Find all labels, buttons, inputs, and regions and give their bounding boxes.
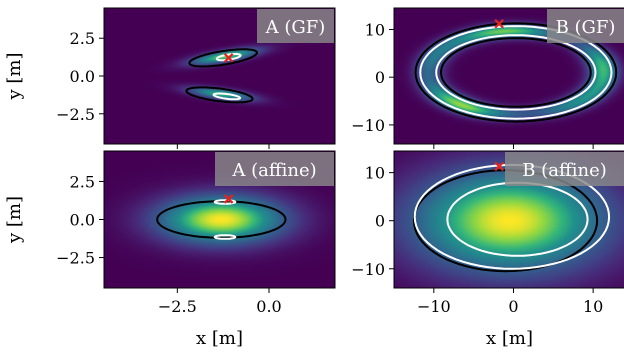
y-tick-label: −10 xyxy=(351,116,385,135)
black-contour-2 xyxy=(185,86,254,104)
target-marker xyxy=(223,194,234,204)
y-tick-label: 0.0 xyxy=(70,67,95,86)
y-axis-label: y [m] xyxy=(4,196,25,244)
panel-2: B (GF) 10 0 −10 xyxy=(351,7,624,149)
y-tick-label: 10 xyxy=(365,164,385,183)
y-axis-label: y [m] xyxy=(4,52,25,100)
y-tick-label: 10 xyxy=(365,20,385,39)
y-tick-label: 0 xyxy=(375,68,385,87)
y-tick-label: −10 xyxy=(351,260,385,279)
y-tick-label: −2.5 xyxy=(56,249,95,268)
white-contour-2 xyxy=(213,234,237,240)
black-contour-1 xyxy=(188,48,258,68)
target-marker xyxy=(223,53,234,63)
y-tick-label: 2.5 xyxy=(70,172,95,191)
panel-label: A (GF) xyxy=(257,9,334,43)
black-contour-1 xyxy=(156,200,287,239)
y-tick-label: 0 xyxy=(375,212,385,231)
y-tick-label: −2.5 xyxy=(56,105,95,124)
axes-frame xyxy=(393,7,624,145)
white-contour-2 xyxy=(446,181,589,257)
x-tick-label: −10 xyxy=(417,297,451,316)
x-axis-label: x [m] xyxy=(486,328,533,349)
panel-label-text: B (GF) xyxy=(556,17,616,38)
target-marker xyxy=(494,161,504,172)
y-tick-label: 0.0 xyxy=(70,211,95,230)
target-marker xyxy=(494,18,504,29)
panel-4: B (affine) −10 0 10 10 0 −10 x [m] xyxy=(351,150,624,349)
y-tick-label: 2.5 xyxy=(70,29,95,48)
x-tick-label: 10 xyxy=(583,297,603,316)
x-tick-label: −2.5 xyxy=(158,297,197,316)
x-tick-label: 0 xyxy=(508,297,518,316)
panel-label: B (affine) xyxy=(505,152,624,186)
axes-frame xyxy=(393,150,624,289)
panel-label: B (GF) xyxy=(547,9,624,43)
x-axis-label: x [m] xyxy=(196,328,243,349)
panel-label-text: A (affine) xyxy=(231,160,316,181)
panel-3: A (affine) −2.5 0.0 2.5 0.0 −2.5 x [m] y [m] xyxy=(4,150,336,349)
panel-1: A (GF) 2.5 0.0 −2.5 y [m] xyxy=(4,7,336,149)
panel-label-text: B (affine) xyxy=(522,160,607,181)
panel-label: A (affine) xyxy=(215,152,334,186)
panel-label-text: A (GF) xyxy=(265,17,326,38)
x-tick-label: 0.0 xyxy=(256,297,281,316)
white-contour-2 xyxy=(212,92,242,101)
